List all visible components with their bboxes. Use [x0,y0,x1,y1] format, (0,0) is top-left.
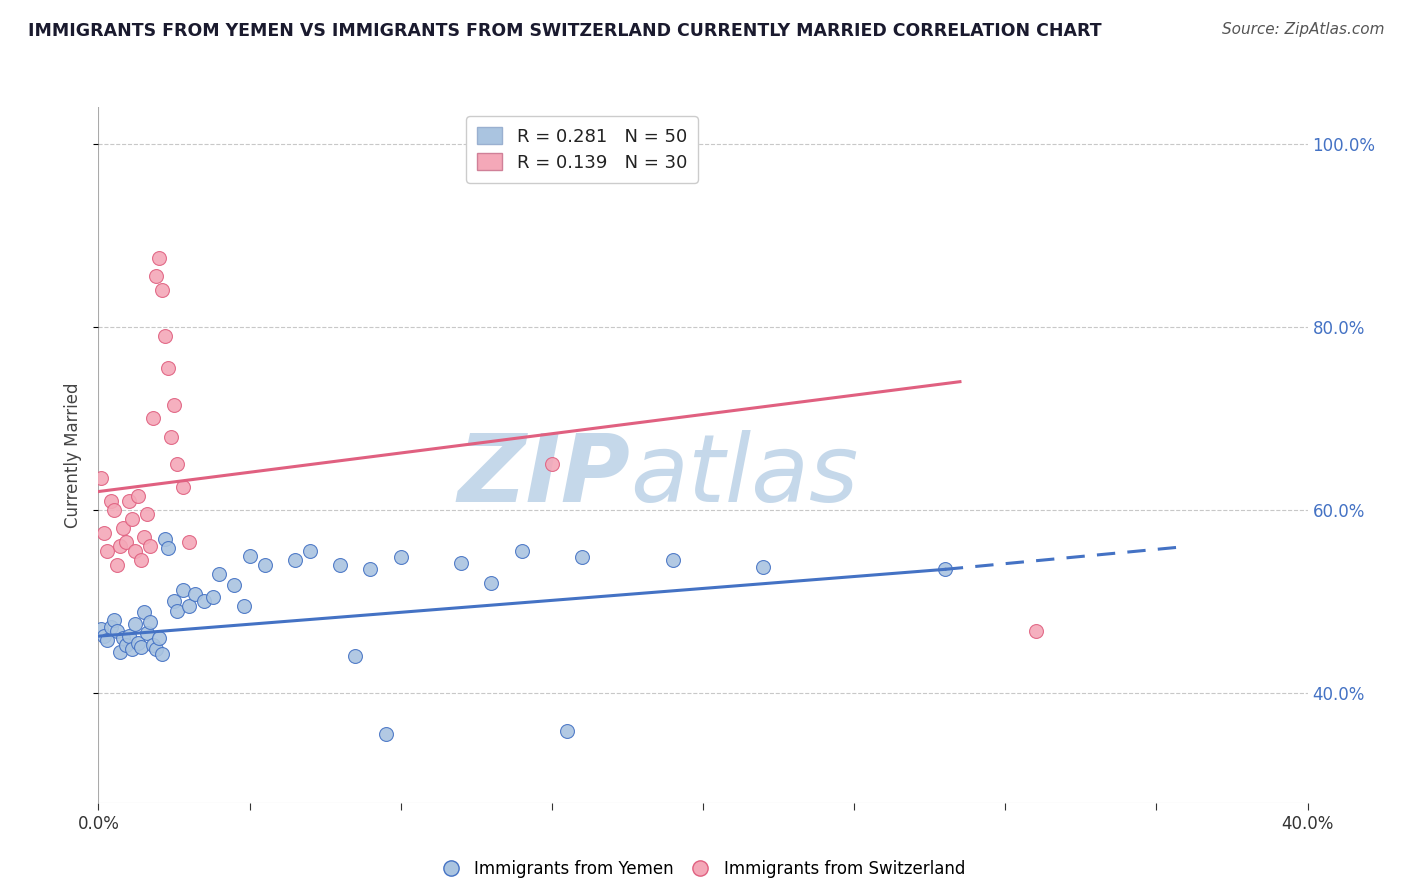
Point [108,540,131,554]
Point [132,530,155,544]
Point [121,642,143,657]
Text: atlas: atlas [630,430,859,521]
Point [100,493,122,508]
Point [193,594,215,608]
Legend: Immigrants from Yemen, Immigrants from Switzerland: Immigrants from Yemen, Immigrants from S… [434,854,972,885]
Point [752,559,775,574]
Point [202,590,225,604]
Point [90,471,112,485]
Point [135,626,157,640]
Point [360,562,382,576]
Point [510,544,533,558]
Point [118,629,141,643]
Point [232,599,254,613]
Point [156,361,179,376]
Point [150,283,173,297]
Point [150,648,173,662]
Point [105,558,128,572]
Point [166,603,188,617]
Point [142,411,165,425]
Point [135,508,157,522]
Point [555,724,578,739]
Point [934,562,956,576]
Point [450,556,472,570]
Point [172,583,194,598]
Point [93,629,115,643]
Y-axis label: Currently Married: Currently Married [65,382,83,528]
Point [172,480,194,494]
Point [132,606,155,620]
Point [299,544,322,558]
Point [139,615,162,629]
Point [127,489,149,503]
Text: IMMIGRANTS FROM YEMEN VS IMMIGRANTS FROM SWITZERLAND CURRENTLY MARRIED CORRELATI: IMMIGRANTS FROM YEMEN VS IMMIGRANTS FROM… [28,22,1102,40]
Point [160,429,183,443]
Point [145,269,167,284]
Point [114,638,136,652]
Point [121,512,143,526]
Point [540,457,562,471]
Point [156,541,179,556]
Point [100,620,122,634]
Text: Source: ZipAtlas.com: Source: ZipAtlas.com [1222,22,1385,37]
Point [124,617,146,632]
Point [114,535,136,549]
Point [111,631,134,645]
Point [344,649,367,664]
Point [374,727,396,741]
Point [239,549,262,563]
Point [1024,624,1046,638]
Point [129,553,152,567]
Point [163,594,186,608]
Point [103,503,125,517]
Point [284,553,307,567]
Point [108,645,131,659]
Point [93,525,115,540]
Point [571,550,593,565]
Point [124,544,146,558]
Point [142,638,165,652]
Point [90,622,112,636]
Point [153,329,176,343]
Point [389,550,412,565]
Point [127,635,149,649]
Point [481,576,503,591]
Point [184,587,207,601]
Text: ZIP: ZIP [457,430,630,522]
Point [166,457,188,471]
Point [662,553,685,567]
Point [253,558,276,572]
Point [179,599,201,613]
Point [103,613,125,627]
Point [145,642,167,657]
Point [179,535,201,549]
Point [129,640,152,655]
Point [224,578,246,592]
Point [105,624,128,638]
Point [153,532,176,546]
Point [139,540,162,554]
Point [111,521,134,535]
Point [329,558,352,572]
Point [118,493,141,508]
Point [96,544,118,558]
Point [148,631,170,645]
Point [96,632,118,647]
Point [148,251,170,265]
Point [163,398,186,412]
Point [208,566,231,581]
